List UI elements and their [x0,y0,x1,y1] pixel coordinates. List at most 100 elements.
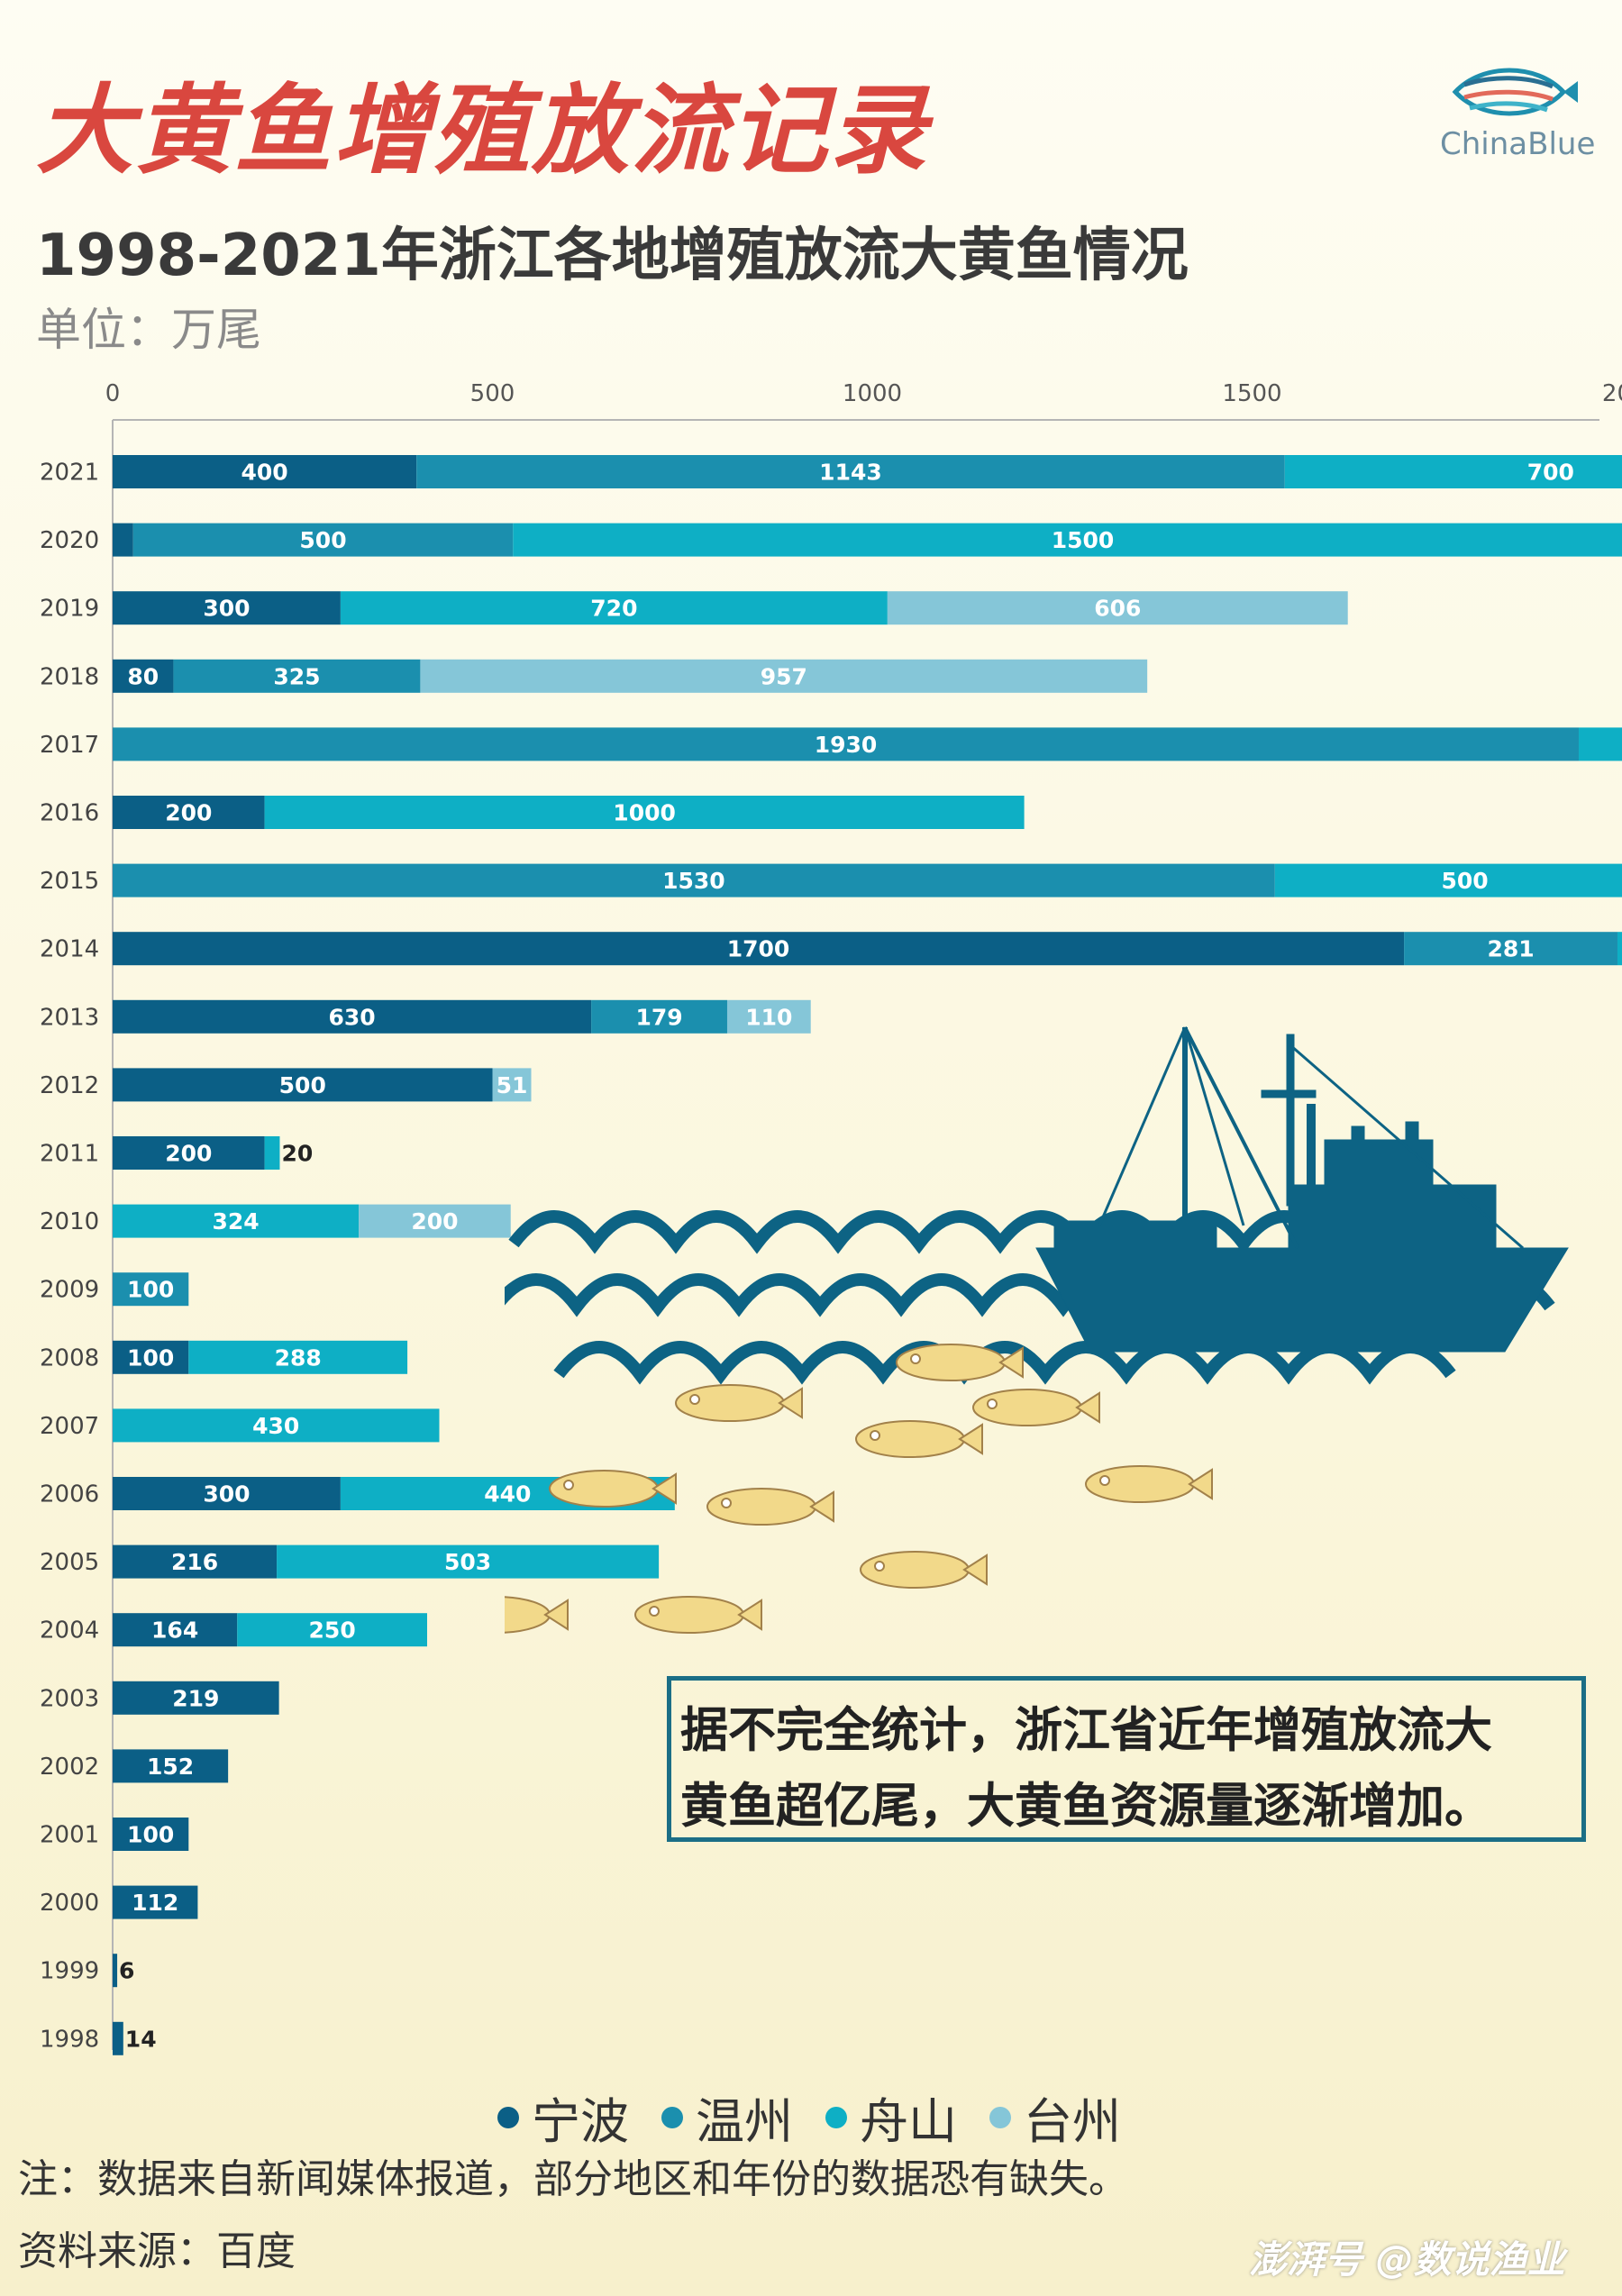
bar-value-label: 1143 [819,460,882,486]
y-tick-label: 2012 [40,1072,99,1099]
y-tick-label: 1999 [40,1958,99,1985]
bar-segment [113,2021,123,2055]
legend-dot-icon [989,2106,1011,2128]
bar-value-label: 219 [172,1685,219,1711]
bar-segment [113,1885,198,1919]
bar-segment [113,523,133,557]
bar-segment [113,863,1275,897]
legend-label: 温州 [696,2093,793,2150]
bar-segment [113,1477,341,1510]
bar-value-label: 430 [252,1413,299,1439]
bar-value-label: 200 [411,1208,458,1235]
x-tick-label: 500 [470,380,515,407]
bar-segment [340,591,888,625]
bar-segment [1578,727,1622,761]
bar-segment [237,1613,428,1647]
bar-segment [113,1681,279,1715]
bar-value-label: 300 [203,596,250,622]
bar-segment [113,1613,238,1647]
source-note: 资料来源：百度 [18,2228,296,2274]
bar-segment [264,796,1025,829]
bar-segment [113,796,265,829]
y-tick-label: 2018 [40,663,99,690]
bar-segment [113,1749,229,1783]
bar-segment [113,999,592,1034]
bar-segment [1284,455,1622,488]
bar-value-label: 503 [444,1549,491,1575]
bar-value-label: 400 [241,460,288,486]
bar-segment [591,999,727,1034]
bar-value-label: 20 [281,1141,313,1167]
bar-segment [113,1954,118,1988]
bar-value-label: 1930 [815,732,878,758]
chart-legend: 宁波 温州 舟山 台州 [497,2082,1121,2153]
callout-line-2: 黄鱼超亿尾，大黄鱼资源量逐渐增加。 [680,1779,1492,1834]
y-tick-label: 2001 [40,1822,99,1849]
y-tick-label: 2004 [40,1617,99,1645]
bar-segment [420,659,1148,693]
bar-segment [132,523,514,557]
y-tick-label: 2017 [40,732,99,759]
y-tick-label: 2006 [40,1481,99,1508]
bar-value-label: 100 [127,1822,174,1848]
y-tick-label: 2013 [40,1004,99,1031]
bar-value-label: 1530 [662,868,725,894]
y-tick-label: 2011 [40,1141,99,1168]
bar-segment [887,591,1348,625]
bar-value-label: 112 [132,1890,178,1916]
bar-value-label: 1000 [613,800,676,826]
y-tick-label: 2021 [40,460,99,487]
legend-dot-icon [661,2106,683,2128]
bar-value-label: 1700 [727,936,790,962]
bar-segment [113,727,1579,761]
bar-segment [1404,932,1617,966]
bar-segment [416,455,1285,488]
legend-label: 舟山 [860,2093,957,2150]
y-tick-label: 2007 [40,1413,99,1440]
bar-value-label: 500 [279,1072,326,1098]
legend-item-wenzhou: 温州 [661,2082,793,2153]
bar-value-label: 325 [273,663,320,689]
bar-value-label: 14 [125,2026,157,2052]
bar-value-label: 51 [497,1072,528,1098]
callout-line-1: 据不完全统计，浙江省近年增殖放流大 [680,1703,1492,1758]
footnote: 注：数据来自新闻媒体报道，部分地区和年份的数据恐有缺失。 [18,2156,1128,2202]
legend-dot-icon [825,2106,847,2128]
bar-segment [113,591,341,625]
legend-dot-icon [497,2106,519,2128]
bar-segment [113,1818,189,1851]
fish-logo-icon [1452,68,1578,116]
bar-segment [113,659,174,693]
bar-segment [264,1136,280,1170]
bar-value-label: 110 [745,1004,792,1030]
bar-value-label: 500 [299,527,346,553]
watermark: 澎湃号 @数说渔业 [1249,2237,1565,2282]
bar-value-label: 606 [1094,596,1141,622]
bar-value-label: 324 [212,1208,259,1235]
bar-segment [113,1544,278,1579]
bar-segment [113,1136,265,1170]
bar-value-label: 720 [590,596,637,622]
unit-label: 单位：万尾 [36,304,261,356]
bar-value-label: 200 [165,800,212,826]
bar-value-label: 300 [203,1481,250,1508]
bar-value-label: 440 [484,1481,531,1508]
callout-box: 据不完全统计，浙江省近年增殖放流大 黄鱼超亿尾，大黄鱼资源量逐渐增加。 [667,1676,1586,1842]
bar-segment [173,659,421,693]
bar-segment [113,1204,360,1238]
bar-value-label: 1500 [1052,527,1115,553]
y-tick-label: 2016 [40,800,99,827]
bar-value-label: 630 [328,1004,375,1030]
x-tick-label: 2000 [1602,380,1622,407]
stacked-bar-chart: 0500100015002000250030003500202140011437… [40,380,1622,2055]
y-tick-label: 2005 [40,1549,99,1576]
bar-segment [277,1544,660,1579]
bar-segment [113,455,417,488]
bar-value-label: 80 [127,663,159,689]
bar-value-label: 100 [127,1344,174,1371]
logo-text: ChinaBlue [1440,126,1596,162]
y-tick-label: 2003 [40,1685,99,1712]
bar-segment [726,999,811,1034]
y-tick-label: 2014 [40,936,99,963]
bar-segment [359,1204,511,1238]
